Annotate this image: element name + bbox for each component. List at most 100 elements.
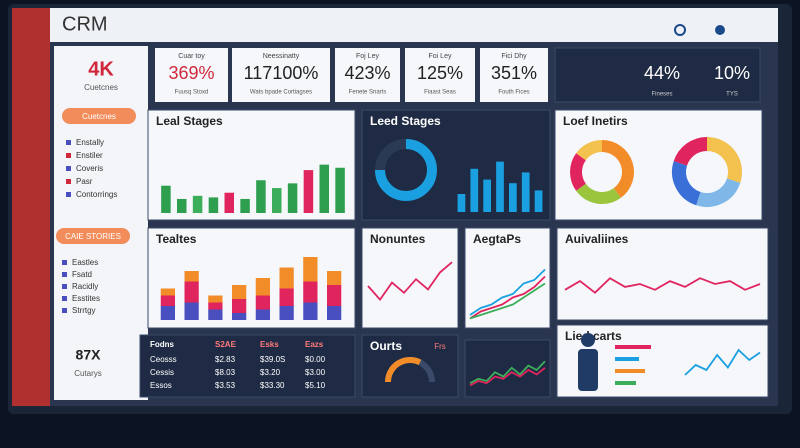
stacked-bar (303, 302, 318, 320)
bar (335, 167, 345, 213)
stacked-bar (208, 295, 223, 303)
donut-segment (576, 183, 621, 204)
stacked-bar (208, 302, 223, 310)
bullet (66, 179, 71, 184)
bar (303, 170, 314, 213)
kpi-card (155, 48, 228, 102)
profile-button[interactable] (715, 25, 725, 35)
donut-segment (570, 153, 587, 191)
line (469, 268, 546, 316)
panel (556, 227, 769, 321)
donut-segment (601, 140, 634, 198)
label: Foj Ley (356, 53, 379, 60)
nav-item: Pasr (76, 177, 93, 186)
stacked-bar (255, 278, 270, 296)
line (469, 275, 546, 320)
kpi-value: 10% (714, 63, 750, 83)
kpi-value: 423% (344, 63, 390, 83)
stacked-bar (327, 285, 342, 306)
bar (470, 168, 479, 212)
table-cell: $3.53 (215, 381, 236, 390)
label: Wats bpade Cortiagses (250, 90, 312, 96)
stacked-bar (303, 281, 318, 303)
table-cell: $2.83 (215, 355, 236, 364)
legend-bar (615, 345, 651, 349)
donut-segment (375, 139, 407, 171)
label: Fenete Snarts (349, 90, 387, 96)
stacked-bar (279, 306, 294, 320)
line (469, 367, 546, 387)
label: Cuar toy (178, 53, 205, 60)
donut-segment (672, 161, 701, 206)
line (564, 277, 761, 294)
bullet (62, 260, 67, 265)
search-button[interactable] (674, 24, 686, 36)
nav-item: Esstites (72, 294, 100, 303)
top-bar (50, 8, 778, 42)
panel-title: Loef Inetirs (563, 114, 628, 128)
kpi-value: 44% (644, 63, 680, 83)
legend-bar (615, 381, 636, 385)
bar (240, 198, 250, 213)
bar (161, 185, 171, 213)
table-header: Esks (260, 340, 279, 349)
label: Cuetcnes (84, 83, 118, 92)
gauge-value (385, 357, 422, 383)
bar (272, 188, 282, 213)
stacked-bar (160, 306, 175, 320)
kpi-value: 125% (417, 63, 463, 83)
bullet (66, 153, 71, 158)
stacked-bar (279, 288, 294, 306)
kpi-value: 351% (491, 63, 537, 83)
stacked-bar (232, 313, 247, 320)
nav-button[interactable] (56, 228, 130, 244)
bar (177, 198, 187, 213)
panel-title: Auivaliines (565, 232, 629, 246)
stacked-bar (184, 281, 199, 303)
stacked-bar (184, 302, 199, 320)
donut-segment (576, 140, 603, 161)
table-cell: $39.0S (260, 355, 285, 364)
nav-button[interactable] (62, 108, 136, 124)
bar (224, 192, 234, 213)
line (469, 360, 546, 384)
app-title: CRM (62, 13, 108, 35)
table-cell: $33.30 (260, 381, 285, 390)
line (469, 282, 546, 320)
label: Cutarys (74, 369, 102, 378)
panel-title: Leed Stages (370, 114, 441, 128)
icon-rail (12, 8, 50, 406)
bullet (66, 166, 71, 171)
kpi-card (405, 48, 475, 102)
table-cell: $8.03 (215, 368, 236, 377)
table-cell: $3.00 (305, 368, 326, 377)
panel-title: AegtaPs (473, 232, 521, 246)
bullet (66, 140, 71, 145)
table-cell: Essos (150, 381, 172, 390)
label: TYS (726, 92, 738, 98)
panel-title: Tealtes (156, 232, 197, 246)
panel (361, 109, 551, 221)
table-cell: Cessis (150, 368, 174, 377)
table-cell: $0.00 (305, 355, 326, 364)
label: Neessinatty (263, 53, 300, 60)
stacked-bar (255, 295, 270, 310)
person-icon (578, 349, 598, 391)
kpi-card (335, 48, 400, 102)
bullet (66, 192, 71, 197)
donut-segment (673, 137, 708, 166)
stacked-bar (327, 306, 342, 320)
label: Frs (434, 342, 446, 351)
table-header: S2AE (215, 340, 237, 349)
label: Fineses (651, 92, 672, 98)
panel (464, 339, 551, 398)
donut-segment (706, 137, 742, 183)
panel (554, 47, 761, 103)
stacked-bar (255, 309, 270, 320)
panel (147, 227, 356, 329)
table-header: Eazs (305, 340, 324, 349)
legend-bar (615, 369, 645, 373)
stacked-bar (327, 271, 342, 285)
